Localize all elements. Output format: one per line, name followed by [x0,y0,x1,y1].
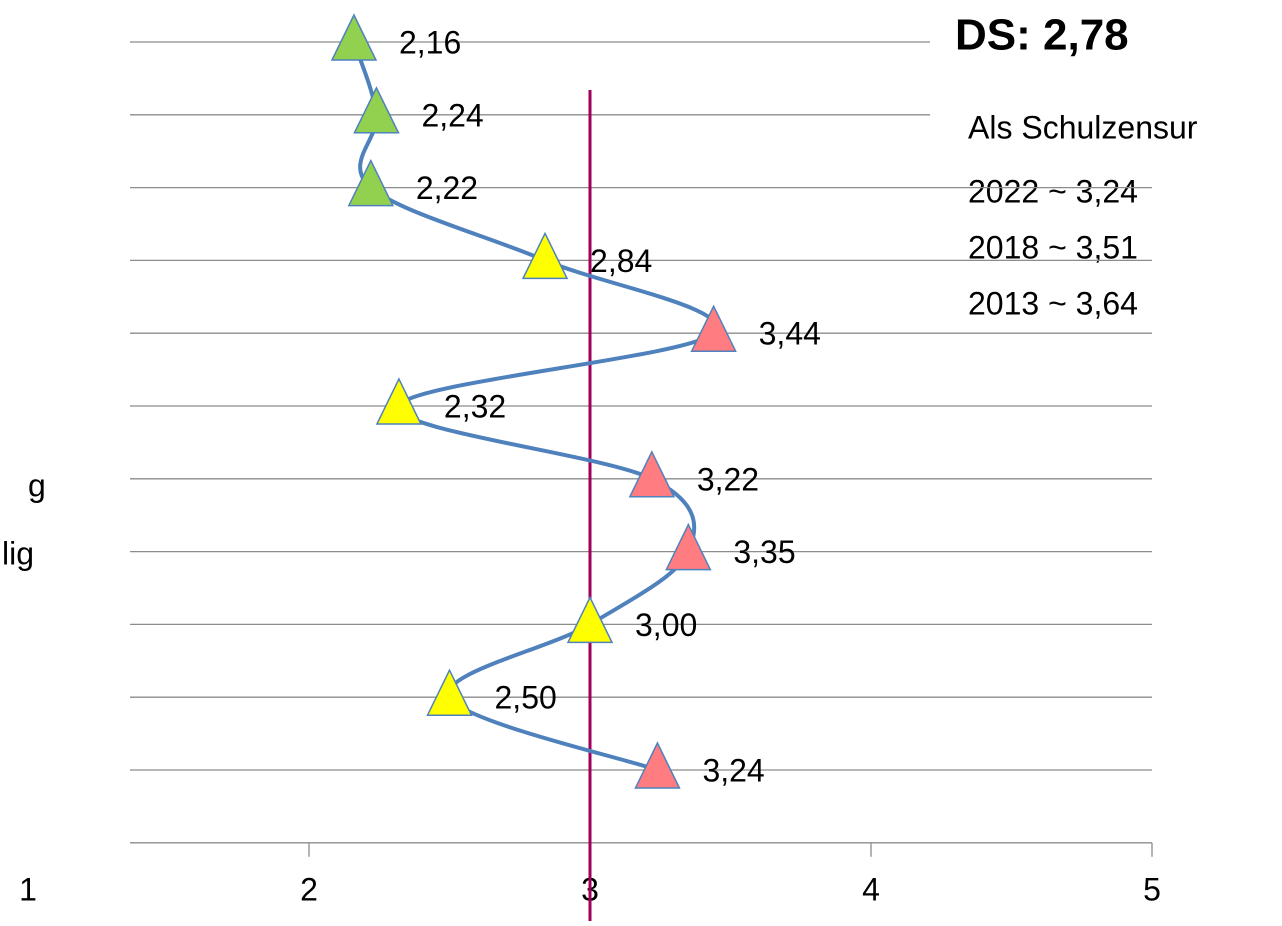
data-label: 2,84 [590,243,652,279]
data-label: 3,00 [635,607,697,643]
triangle-marker [634,741,681,789]
triangle-marker [347,158,395,207]
triangle-marker [566,595,614,644]
data-label: 3,35 [733,534,795,570]
annotation-line: 2018 ~ 3,51 [968,229,1138,265]
data-label: 2,22 [416,170,478,206]
annotation-line: 2013 ~ 3,64 [968,285,1138,321]
triangle-marker [521,231,569,280]
left-fragment: g [28,467,46,503]
triangle-marker [375,377,423,425]
triangle-marker [665,522,712,571]
score-annotation: DS: 2,78 [955,11,1129,60]
x-tick-label: 2 [300,871,318,907]
data-label: 3,44 [759,316,821,352]
annotation-line: 2022 ~ 3,24 [968,173,1138,209]
annotation-heading: Als Schulzensur [968,109,1198,145]
triangle-marker [690,304,737,352]
data-label: 2,50 [495,680,557,716]
data-label: 2,16 [399,24,461,60]
x-tick-label: 1 [19,871,37,907]
data-label: 2,24 [421,97,483,133]
x-tick-label: 5 [1143,871,1161,907]
x-tick-label: 4 [862,871,880,907]
left-fragment: lig [2,535,34,571]
triangle-marker [426,668,473,716]
triangle-marker [330,13,378,61]
data-label: 3,22 [697,461,759,497]
triangle-marker [628,450,676,498]
triangle-marker [353,86,400,134]
data-label: 2,32 [444,388,506,424]
data-label: 3,24 [702,752,764,788]
